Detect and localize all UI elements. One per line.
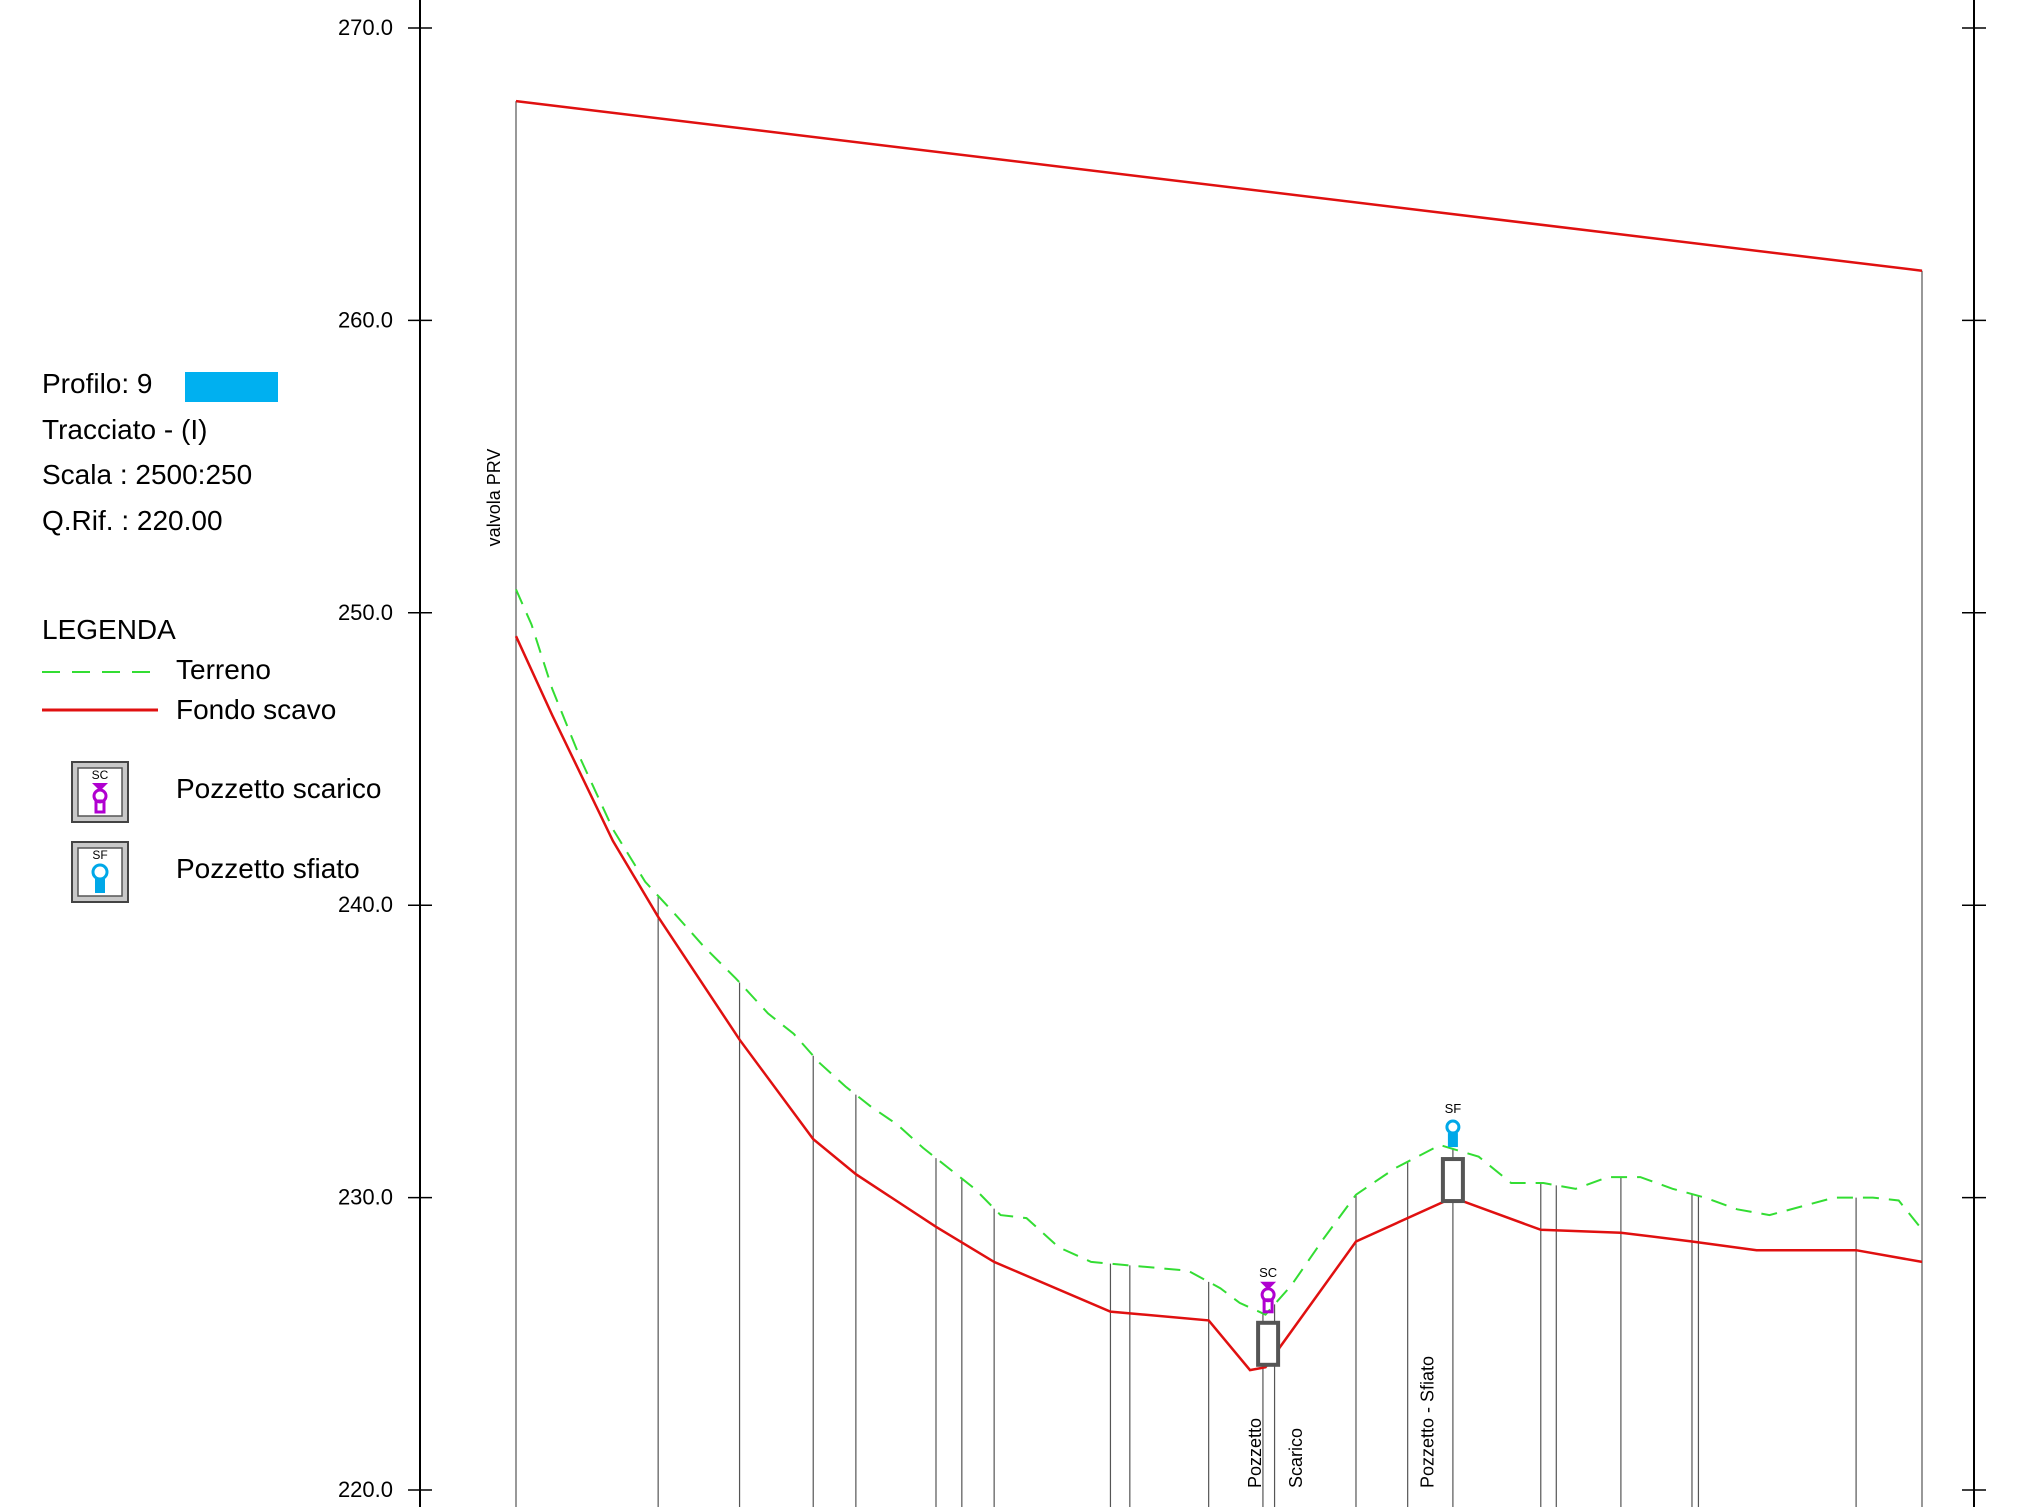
legend-label-fondo-scavo: Fondo scavo bbox=[176, 694, 337, 725]
structure-code: SF bbox=[1445, 1101, 1462, 1116]
y-tick-label: 220.0 bbox=[338, 1477, 393, 1502]
structure-layer: SC SF bbox=[1256, 1101, 1465, 1367]
y-tick-label: 250.0 bbox=[338, 600, 393, 625]
annotation-label: Pozzetto - Sfiato bbox=[1417, 1356, 1437, 1488]
profilo-color-swatch bbox=[185, 372, 278, 402]
pozzetto-scarico-symbol: SC bbox=[1256, 1265, 1281, 1367]
legend-label-pozzetto-scarico: Pozzetto scarico bbox=[176, 773, 382, 804]
series-terreno bbox=[515, 588, 1926, 1316]
y-tick-label: 230.0 bbox=[338, 1185, 393, 1210]
series-layer bbox=[514, 99, 1926, 1372]
axis-layer: 270.0 260.0 250.0 240.0 230.0 220.0 bbox=[338, 0, 1986, 1507]
y-tick-label: 260.0 bbox=[338, 307, 393, 332]
legend-symbols: SC SF bbox=[42, 671, 158, 903]
series-tubazione bbox=[515, 99, 1923, 272]
station-lines bbox=[515, 101, 1923, 1507]
svg-text:SC: SC bbox=[92, 768, 109, 782]
pozzetto-sfiato-symbol: SF bbox=[1440, 1101, 1465, 1204]
annotation-label: Pozzetto bbox=[1245, 1418, 1265, 1488]
y-tick-label: 240.0 bbox=[338, 892, 393, 917]
structure-code: SC bbox=[1259, 1265, 1277, 1280]
annotation-layer: valvola PRV Pozzetto Scarico Pozzetto - Sfi… bbox=[484, 449, 1437, 1488]
series-fondo-scavo bbox=[514, 635, 1923, 1372]
pozzetto-scarico-icon: SC bbox=[71, 761, 129, 823]
legend-label-terreno: Terreno bbox=[176, 654, 271, 685]
qrif-label: Q.Rif. : 220.00 bbox=[42, 505, 223, 536]
annotation-label: valvola PRV bbox=[484, 449, 504, 547]
pozzetto-sfiato-icon: SF bbox=[71, 841, 129, 903]
tracciato-label: Tracciato - (I) bbox=[42, 414, 208, 445]
svg-text:SF: SF bbox=[92, 848, 107, 862]
y-tick-label: 270.0 bbox=[338, 15, 393, 40]
legend-title: LEGENDA bbox=[42, 614, 176, 645]
legend-label-pozzetto-sfiato: Pozzetto sfiato bbox=[176, 853, 360, 884]
annotation-label: Scarico bbox=[1286, 1428, 1306, 1488]
profilo-label: Profilo: 9 bbox=[42, 368, 153, 399]
scala-label: Scala : 2500:250 bbox=[42, 459, 253, 490]
